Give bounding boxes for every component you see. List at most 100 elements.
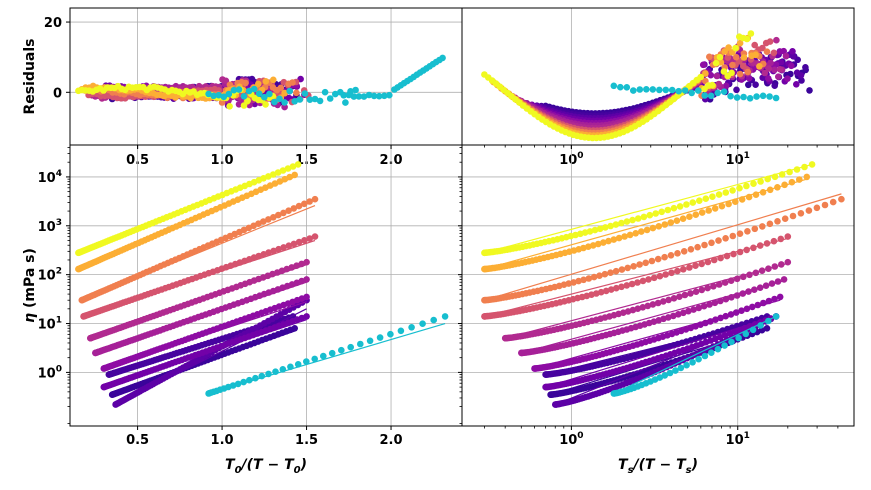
data-point [277, 84, 285, 92]
y-tick-label: 100 [38, 364, 62, 381]
data-point [652, 210, 659, 217]
data-point [306, 198, 313, 205]
data-point [648, 257, 656, 265]
data-point [656, 374, 664, 381]
data-point [740, 273, 747, 281]
series-0 [75, 161, 302, 257]
data-point [754, 301, 762, 309]
data-point [798, 77, 805, 84]
data-point [284, 165, 292, 172]
data-point [746, 271, 753, 279]
data-point [746, 95, 754, 102]
data-point [756, 63, 763, 70]
data-point [658, 208, 665, 216]
data-point [570, 279, 577, 286]
data-point [626, 231, 634, 239]
data-point [724, 54, 732, 61]
data-point [326, 95, 334, 102]
data-point [634, 305, 642, 313]
y-tick-label: 0 [53, 86, 62, 101]
data-point [295, 238, 303, 246]
data-point [675, 311, 682, 318]
data-point [742, 330, 750, 338]
data-point [220, 93, 228, 101]
data-point [838, 195, 845, 203]
data-point [617, 83, 624, 91]
x-tick-label: 2.0 [380, 433, 403, 448]
data-point [766, 93, 773, 100]
data-point [789, 212, 797, 220]
data-point [441, 313, 449, 320]
data-point [788, 62, 795, 70]
data-point [670, 204, 678, 212]
data-point [695, 304, 703, 312]
data-point [728, 294, 735, 301]
data-point [714, 345, 722, 353]
data-point [279, 366, 287, 373]
data-point [602, 287, 610, 295]
y-tick-label: 104 [38, 169, 62, 186]
data-point [771, 295, 778, 303]
data-point [365, 91, 373, 99]
series-6 [531, 293, 784, 372]
data-point [757, 322, 764, 329]
data-point [765, 297, 773, 305]
data-point [303, 293, 310, 301]
data-point [745, 81, 752, 89]
data-point [770, 49, 778, 57]
data-point [303, 258, 310, 266]
data-point [286, 87, 294, 95]
data-point [376, 334, 384, 341]
data-point [712, 59, 720, 67]
data-point [829, 198, 837, 206]
data-point [688, 89, 695, 97]
data-point [665, 296, 672, 304]
data-point [780, 47, 787, 55]
data-point [225, 90, 233, 98]
data-point [782, 52, 790, 60]
data-point [408, 324, 415, 331]
data-point [784, 233, 792, 240]
data-point [670, 312, 677, 320]
data-point [766, 38, 774, 45]
fit-line [484, 163, 813, 254]
data-point [692, 288, 700, 296]
data-point [687, 290, 694, 297]
data-point [733, 86, 740, 94]
data-point [419, 320, 426, 328]
data-point [311, 233, 319, 240]
data-point [780, 276, 788, 283]
data-point [736, 39, 744, 47]
data-point [768, 280, 776, 287]
y-axis-label: η (mPa s) [22, 248, 38, 323]
data-point [759, 223, 766, 230]
data-point [629, 216, 636, 224]
data-point [743, 246, 750, 254]
data-point [751, 41, 758, 49]
data-point [320, 352, 327, 360]
y-axis-label: Residuals [22, 39, 38, 115]
data-point [676, 293, 683, 301]
data-point [245, 87, 253, 95]
data-point [757, 178, 764, 185]
data-point [296, 96, 304, 103]
data-point [765, 265, 772, 273]
data-point [752, 81, 759, 88]
data-point [585, 275, 593, 282]
data-point [813, 204, 821, 212]
data-point [675, 87, 682, 95]
data-point [778, 171, 786, 178]
data-point [731, 328, 739, 336]
data-point [605, 237, 612, 245]
data-point [311, 355, 319, 363]
data-point [352, 86, 359, 94]
data-point [612, 221, 620, 228]
data-point [759, 92, 767, 100]
data-point [736, 248, 744, 256]
data-point [293, 89, 300, 97]
data-point [777, 235, 785, 243]
data-point [265, 249, 272, 256]
data-point [290, 240, 298, 248]
data-point [281, 103, 288, 111]
y-tick-label: 102 [38, 267, 62, 284]
